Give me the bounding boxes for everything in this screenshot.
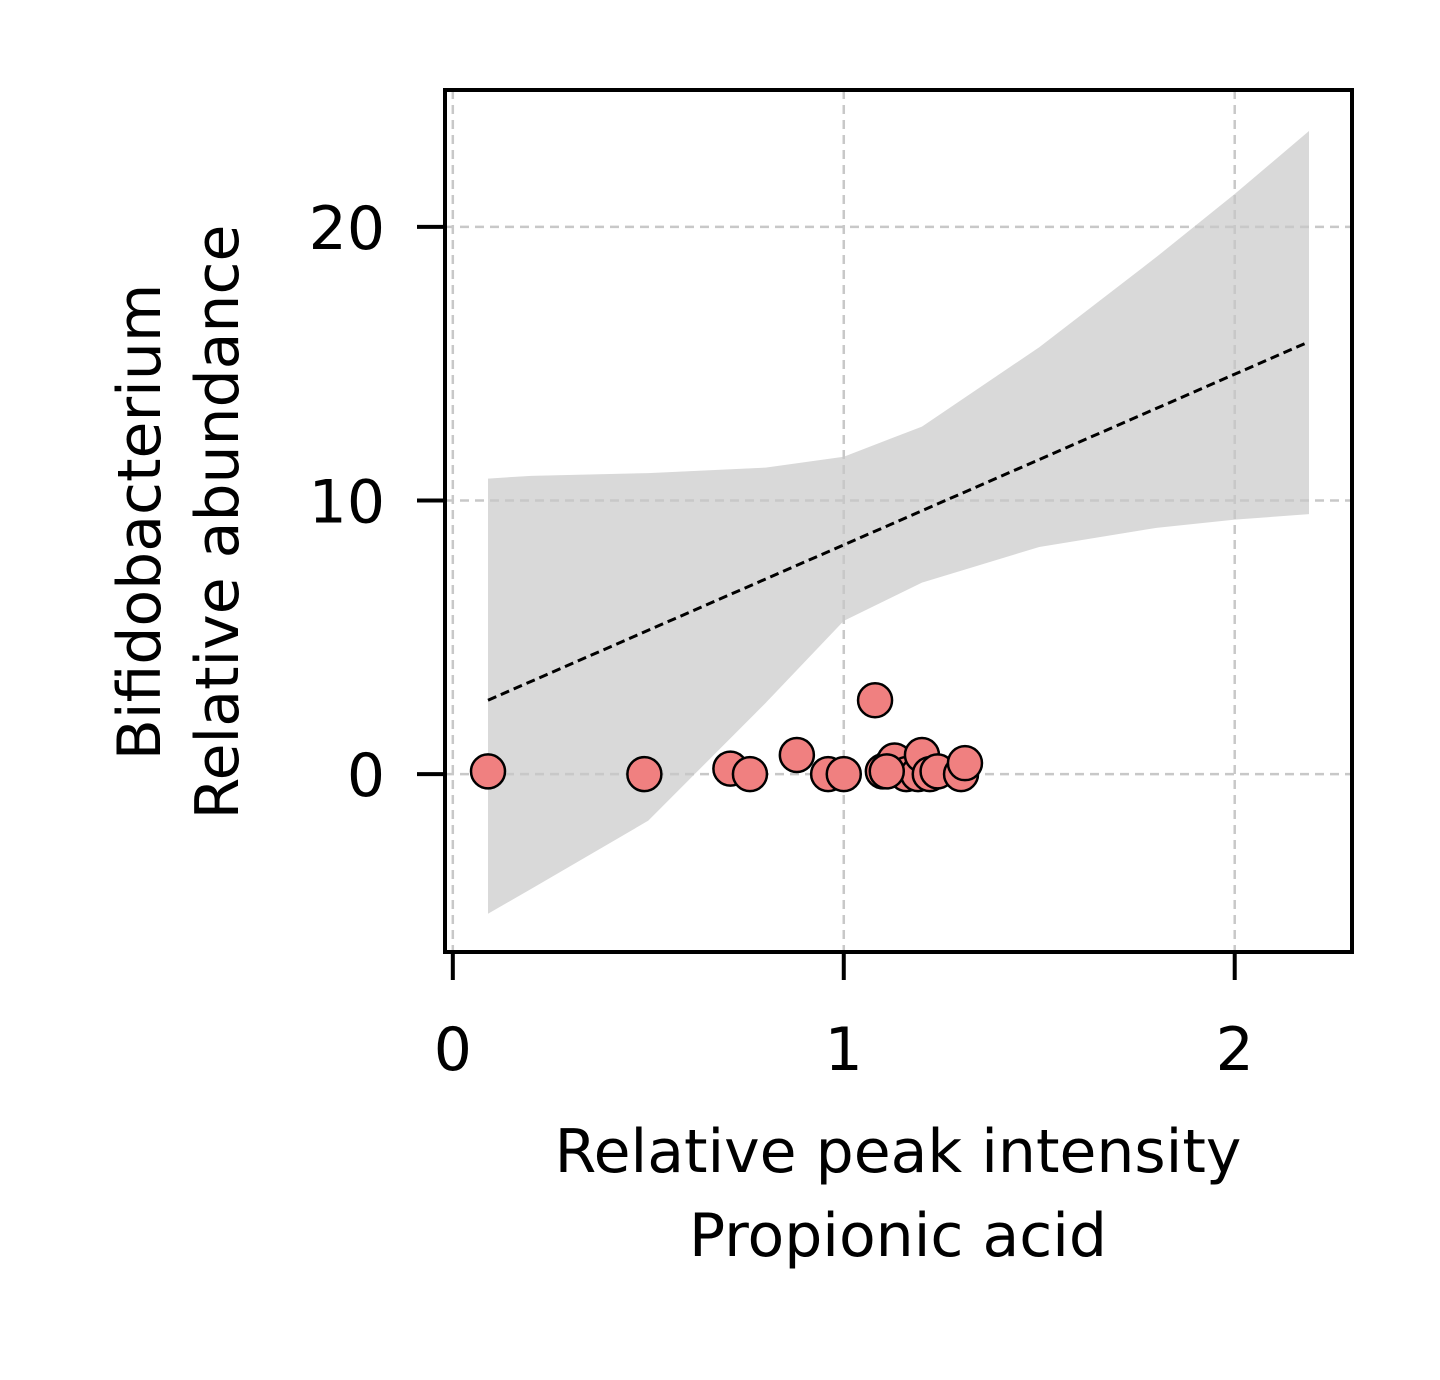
confidence-band-layer [488, 131, 1309, 914]
y-axis-label-line-2: Relative abundance [183, 225, 253, 820]
data-point [469, 753, 507, 790]
data-point [778, 736, 816, 774]
y-tick-label: 10 [309, 467, 385, 537]
y-tick-label: 0 [347, 741, 385, 811]
data-point [868, 753, 906, 790]
x-tick-label: 0 [434, 1015, 472, 1085]
confidence-band [488, 131, 1309, 914]
plot-frame [443, 88, 1354, 954]
grid-layer [445, 90, 1352, 952]
y-axis-label-line-1: Bifidobacterium [105, 284, 175, 761]
regression-line [487, 340, 1310, 702]
x-axis-label-line-1: Relative peak intensity [555, 1117, 1242, 1187]
data-point [825, 755, 863, 793]
y-tick-label: 20 [309, 194, 385, 264]
data-point [856, 681, 894, 719]
data-point [731, 755, 769, 793]
data-point [626, 755, 663, 793]
x-tick-label: 2 [1216, 1015, 1254, 1085]
x-axis-label-line-2: Propionic acid [689, 1201, 1107, 1271]
x-tick-label: 1 [825, 1015, 863, 1085]
data-points-layer [469, 681, 984, 793]
regression-line-layer [487, 340, 1310, 702]
data-point [946, 744, 984, 782]
